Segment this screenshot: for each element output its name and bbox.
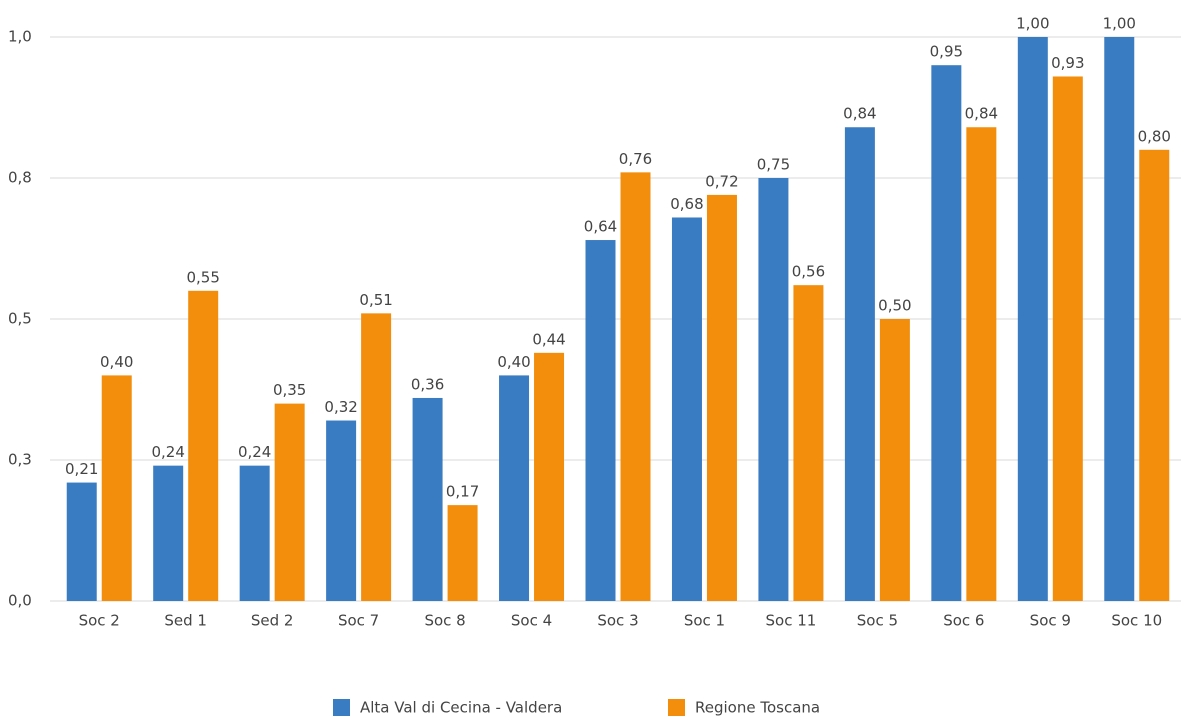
y-tick-label: 0,8 [8, 169, 32, 187]
value-label: 0,93 [1051, 54, 1084, 72]
bar [326, 420, 357, 601]
legend-swatch [668, 699, 685, 716]
bar [412, 397, 443, 601]
value-label: 0,24 [238, 443, 271, 461]
bar [1052, 76, 1083, 602]
bar [793, 285, 824, 601]
value-label: 0,56 [792, 263, 825, 281]
bar [1017, 37, 1048, 601]
bar [499, 375, 530, 601]
bar [274, 403, 305, 601]
x-tick-label: Soc 6 [943, 612, 984, 630]
x-tick-label: Soc 9 [1030, 612, 1071, 630]
bar [188, 290, 219, 601]
value-label: 0,76 [619, 150, 652, 168]
value-label: 0,21 [65, 460, 98, 478]
value-label: 0,35 [273, 381, 306, 399]
legend-label: Alta Val di Cecina - Valdera [360, 699, 562, 717]
bar [620, 172, 651, 602]
value-label: 0,36 [411, 375, 444, 393]
value-label: 0,32 [324, 398, 357, 416]
value-label: 0,80 [1138, 127, 1171, 145]
bar [844, 127, 875, 602]
y-tick-label: 0,0 [8, 592, 32, 610]
x-tick-label: Soc 4 [511, 612, 552, 630]
value-label: 0,55 [186, 268, 219, 286]
bar [671, 217, 702, 602]
bar [153, 465, 184, 601]
value-label: 0,50 [878, 297, 911, 315]
bar [534, 352, 565, 601]
x-tick-label: Soc 11 [766, 612, 817, 630]
bar [239, 465, 270, 601]
value-label: 0,75 [757, 156, 790, 174]
bar [758, 178, 789, 601]
value-label: 0,44 [532, 330, 565, 348]
x-tick-label: Soc 2 [79, 612, 120, 630]
value-label: 0,84 [965, 105, 998, 123]
bar [1104, 37, 1135, 601]
bar [585, 240, 616, 602]
legend-label: Regione Toscana [695, 699, 820, 717]
x-tick-label: Soc 3 [597, 612, 638, 630]
value-label: 1,00 [1016, 15, 1049, 33]
value-label: 0,72 [705, 172, 738, 190]
bar [101, 375, 132, 601]
bar [361, 313, 392, 601]
value-label: 1,00 [1103, 15, 1136, 33]
value-label: 0,68 [670, 195, 703, 213]
value-label: 0,40 [100, 353, 133, 371]
y-tick-label: 0,5 [8, 310, 32, 328]
bar [931, 65, 962, 601]
value-label: 0,84 [843, 105, 876, 123]
bar [966, 127, 997, 602]
bar [447, 505, 478, 601]
bar [879, 319, 910, 601]
y-tick-label: 1,0 [8, 28, 32, 46]
x-tick-label: Soc 5 [857, 612, 898, 630]
value-label: 0,51 [359, 291, 392, 309]
x-tick-label: Sed 2 [251, 612, 294, 630]
bar [66, 482, 97, 601]
value-label: 0,95 [930, 43, 963, 61]
x-tick-label: Soc 10 [1111, 612, 1162, 630]
x-tick-label: Soc 7 [338, 612, 379, 630]
bar [706, 194, 737, 602]
value-label: 0,24 [151, 443, 184, 461]
x-tick-label: Sed 1 [164, 612, 207, 630]
bar [1139, 149, 1170, 602]
value-label: 0,64 [584, 218, 617, 236]
y-tick-label: 0,3 [8, 451, 32, 469]
value-label: 0,40 [497, 353, 530, 371]
value-label: 0,17 [446, 483, 479, 501]
x-tick-label: Soc 1 [684, 612, 725, 630]
legend-swatch [333, 699, 350, 716]
x-tick-label: Soc 8 [424, 612, 465, 630]
